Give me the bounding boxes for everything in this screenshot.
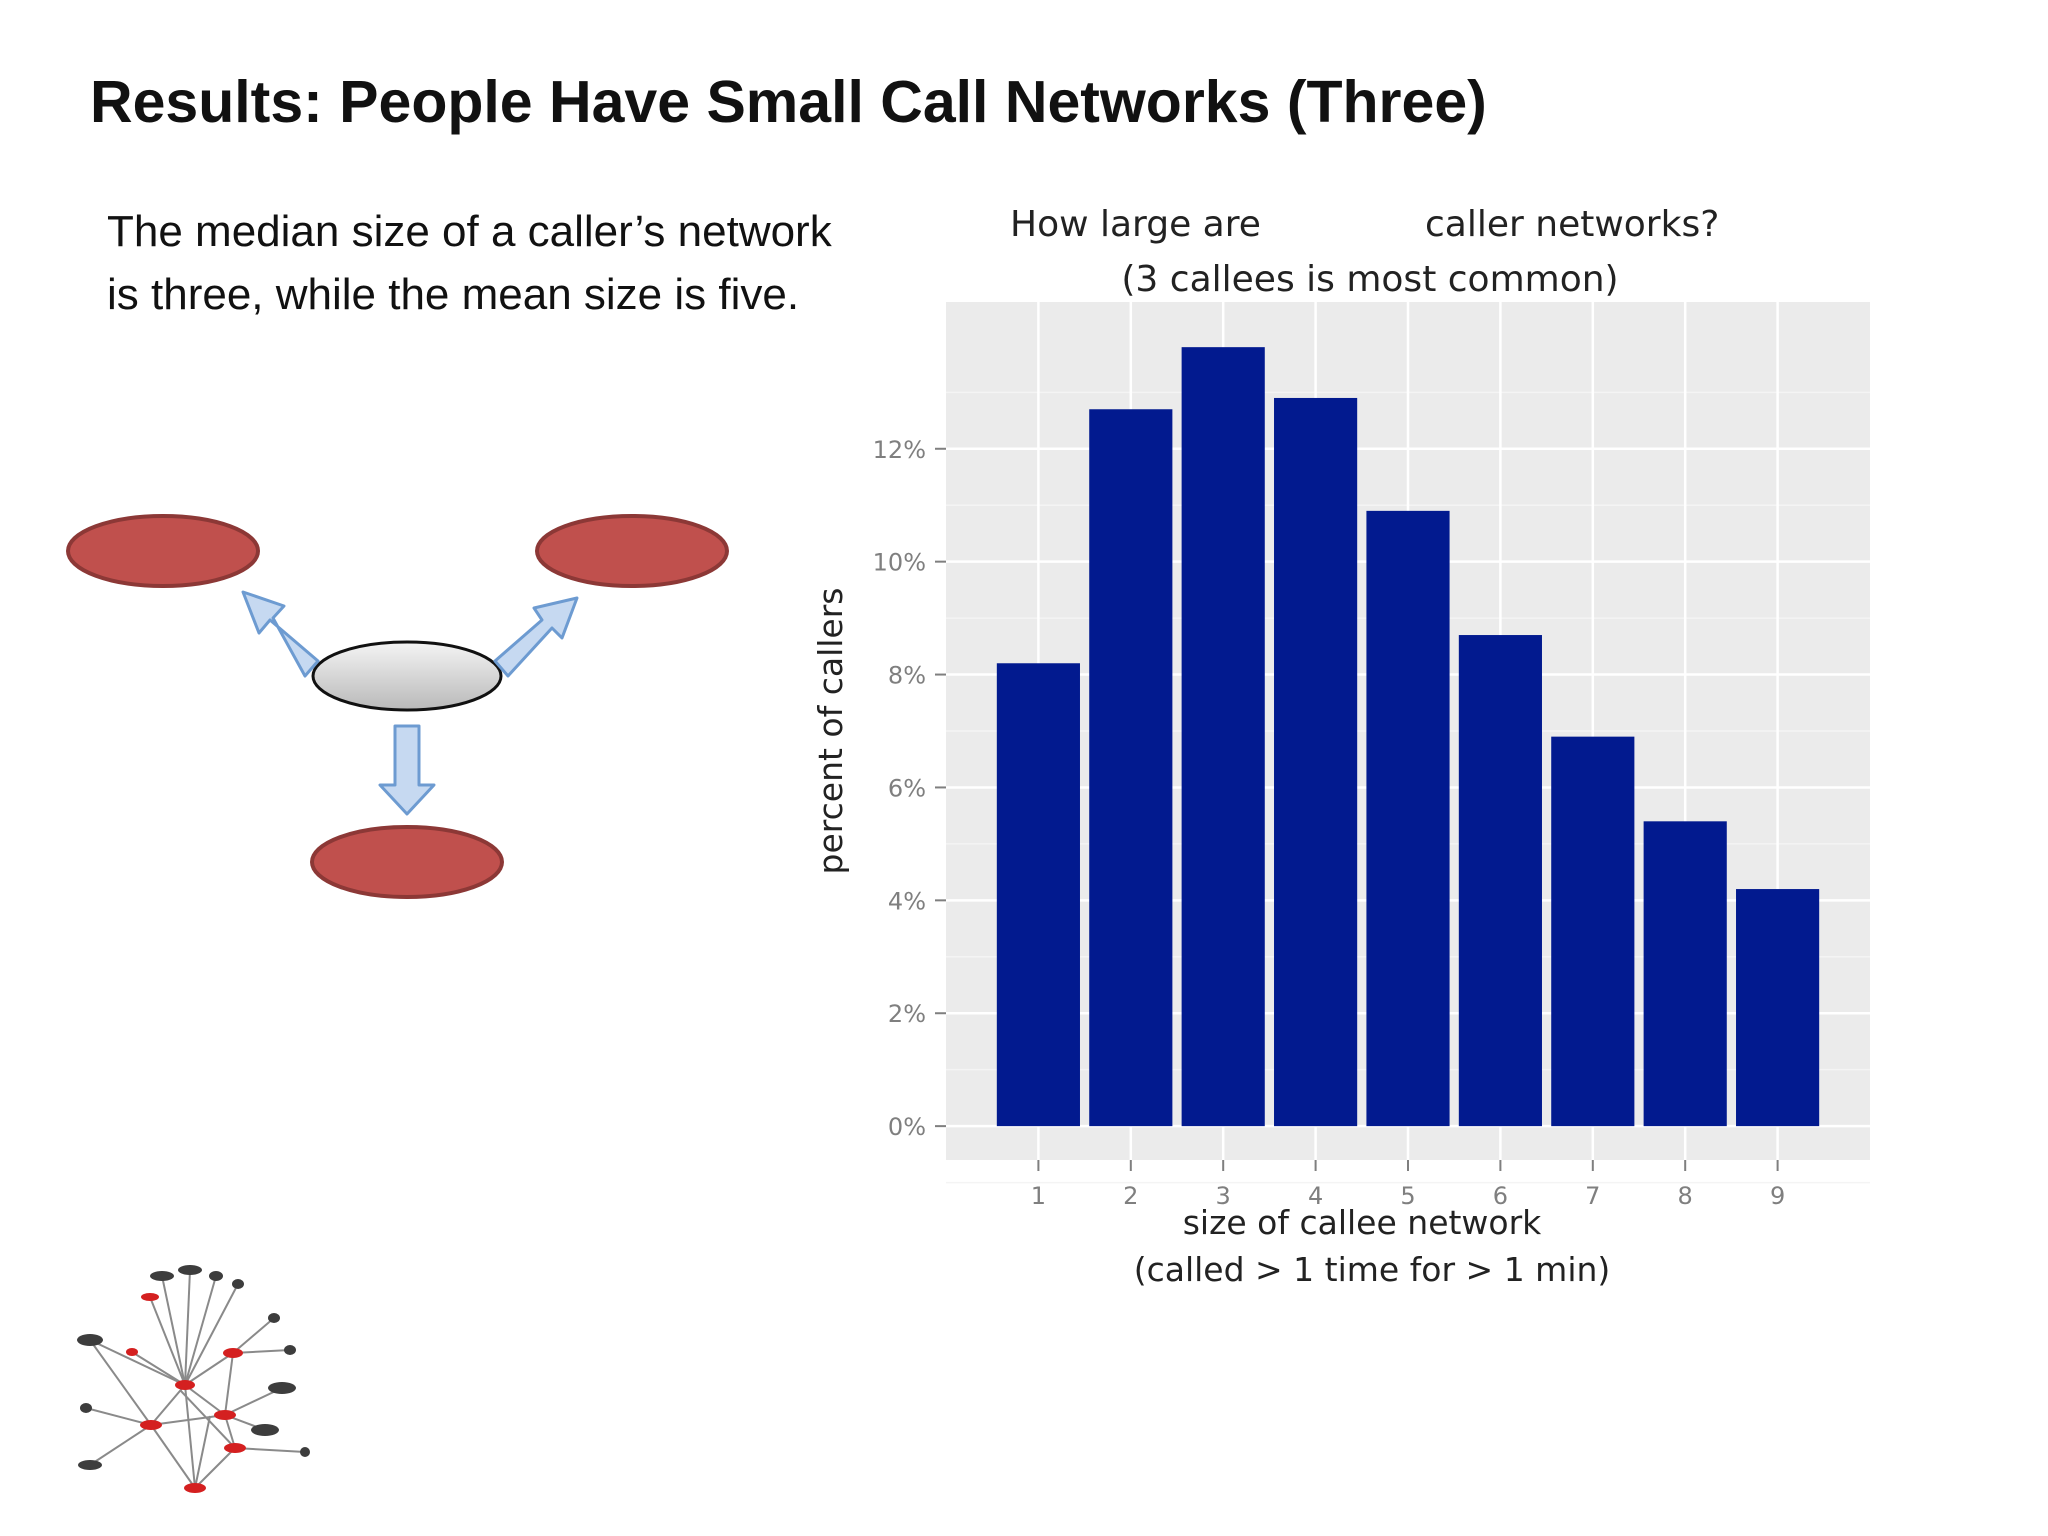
y-tick-label: 6%: [888, 774, 926, 802]
callee-node-left: [66, 514, 260, 588]
callee-node-bottom: [310, 825, 504, 899]
body-text-line: The median size of a caller’s network: [107, 207, 832, 256]
slide-title: Results: People Have Small Call Networks…: [90, 69, 1487, 135]
arrow-up-right-icon: [493, 596, 579, 678]
x-axis-subtitle: (called > 1 time for > 1 min): [1134, 1250, 1611, 1289]
x-tick-label: 5: [1400, 1182, 1415, 1210]
x-tick-label: 6: [1493, 1182, 1508, 1210]
bar-4: [1274, 397, 1358, 1127]
bar-3: [1181, 347, 1265, 1127]
chart-title-right: caller networks?: [1425, 204, 1719, 245]
bars: [996, 347, 1820, 1127]
bar-5: [1366, 510, 1450, 1127]
y-tick-label: 4%: [888, 887, 926, 915]
chart-title-left: How large are: [1010, 204, 1261, 245]
y-tick-label: 10%: [873, 549, 926, 577]
x-axis-title: size of callee network: [1183, 1203, 1542, 1242]
body-text-line: is three, while the mean size is five.: [107, 270, 800, 319]
x-tick-label: 4: [1308, 1182, 1323, 1210]
bar-chart: How large are caller networks? (3 callee…: [811, 204, 1870, 1289]
bar-1: [996, 663, 1080, 1127]
body-text: The median size of a caller’s network is…: [107, 200, 927, 326]
bar-2: [1089, 409, 1173, 1127]
bar-6: [1458, 635, 1542, 1127]
y-axis-title: percent of callers: [811, 588, 850, 875]
x-tick-label: 7: [1585, 1182, 1600, 1210]
y-tick-label: 12%: [873, 436, 926, 464]
arrow-up-left-icon: [241, 590, 320, 678]
y-tick-label: 0%: [888, 1113, 926, 1141]
caller-network-diagram: [66, 514, 729, 899]
y-axis-ticks: 0% 2% 4% 6% 8% 10% 12%: [873, 436, 946, 1141]
x-tick-label: 8: [1678, 1182, 1693, 1210]
x-axis-ticks: 1 2 3 4 5 6 7 8 9: [1031, 1160, 1785, 1210]
x-tick-label: 3: [1216, 1182, 1231, 1210]
y-tick-label: 8%: [888, 662, 926, 690]
network-graph-icon: [77, 1265, 310, 1493]
y-tick-label: 2%: [888, 1000, 926, 1028]
caller-node: [311, 640, 503, 712]
x-tick-label: 2: [1123, 1182, 1138, 1210]
arrow-down-icon: [378, 724, 436, 816]
x-tick-label: 9: [1770, 1182, 1785, 1210]
bar-7: [1551, 736, 1635, 1127]
bar-8: [1643, 821, 1727, 1127]
x-tick-label: 1: [1031, 1182, 1046, 1210]
bar-9: [1736, 889, 1820, 1127]
callee-node-right: [535, 514, 729, 588]
chart-subtitle: (3 callees is most common): [1121, 259, 1618, 300]
